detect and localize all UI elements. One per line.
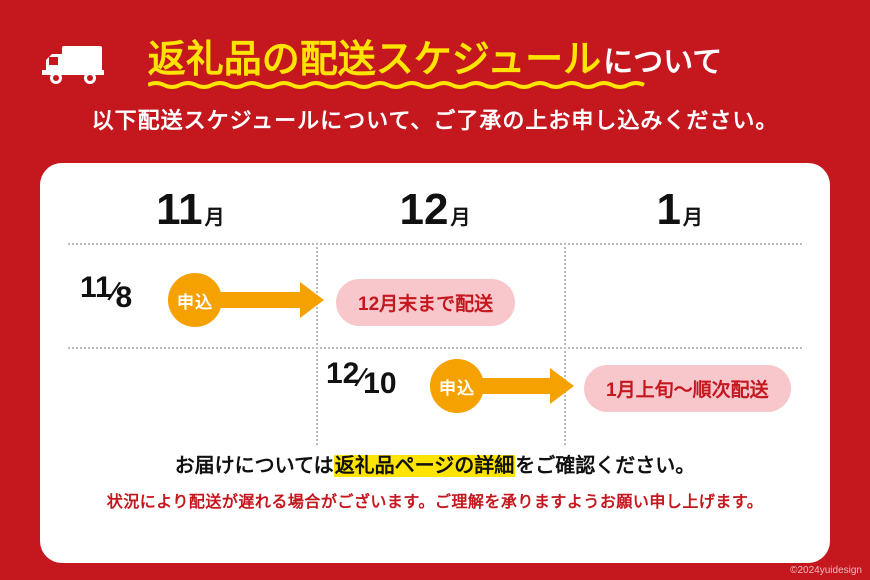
month-num: 12: [400, 185, 449, 234]
footer-note-pre: お届けについては: [175, 455, 334, 477]
title-row: 返礼品の配送スケジュール について: [40, 28, 830, 83]
date-dd: 8: [116, 281, 133, 314]
timeline-row-2: 12/10 申込 1月上旬～順次配送: [68, 361, 802, 411]
month-suffix: 月: [450, 207, 470, 229]
apply-badge-2: 申込: [430, 359, 484, 413]
timeline: 11/8 申込 12月末まで配送 12/10 申込 1月上旬～順次配送: [68, 245, 802, 445]
footer-note-post: をご確認ください。: [515, 455, 695, 477]
arrow-icon-1: [220, 292, 302, 308]
month-suffix: 月: [683, 207, 703, 229]
delivery-pill-2: 1月上旬～順次配送: [584, 365, 791, 412]
months-row: 11月 12月 1月: [68, 185, 802, 235]
month-num: 11: [156, 185, 203, 234]
timeline-row-1: 11/8 申込 12月末まで配送: [68, 275, 802, 325]
apply-badge-1: 申込: [168, 273, 222, 327]
title-sub: について: [603, 37, 722, 81]
date-label-1: 11/8: [80, 271, 132, 305]
copyright: ©2024yuidesign: [790, 565, 862, 576]
month-col-12: 12月: [313, 185, 558, 235]
month-col-1: 1月: [557, 185, 802, 235]
title-main: 返礼品の配送スケジュール: [148, 28, 601, 83]
date-dd: 10: [363, 367, 396, 400]
arrow-icon-2: [482, 378, 552, 394]
truck-icon: [42, 42, 106, 91]
dotted-divider-h2: [68, 347, 802, 349]
wavy-underline-icon: [148, 81, 648, 89]
month-suffix: 月: [205, 207, 225, 229]
subtitle: 以下配送スケジュールについて、ご了承の上お申し込みください。: [40, 103, 830, 135]
delivery-pill-1: 12月末まで配送: [336, 279, 515, 326]
date-label-2: 12/10: [326, 357, 397, 391]
schedule-card: 11月 12月 1月 11/8 申込 12月末まで配送 12/10 申込 1月上…: [40, 163, 830, 563]
footer-note-highlight: 返礼品ページの詳細: [334, 455, 516, 477]
footer-note: お届けについては返礼品ページの詳細をご確認ください。: [68, 449, 802, 478]
header: 返礼品の配送スケジュール について 以下配送スケジュールについて、ご了承の上お申…: [0, 0, 870, 145]
month-num: 1: [656, 185, 680, 234]
month-col-11: 11月: [68, 185, 313, 235]
footer-warn: 状況により配送が遅れる場合がございます。ご理解を承りますようお願い申し上げます。: [68, 488, 802, 512]
title-main-text: 返礼品の配送スケジュール: [148, 39, 601, 81]
